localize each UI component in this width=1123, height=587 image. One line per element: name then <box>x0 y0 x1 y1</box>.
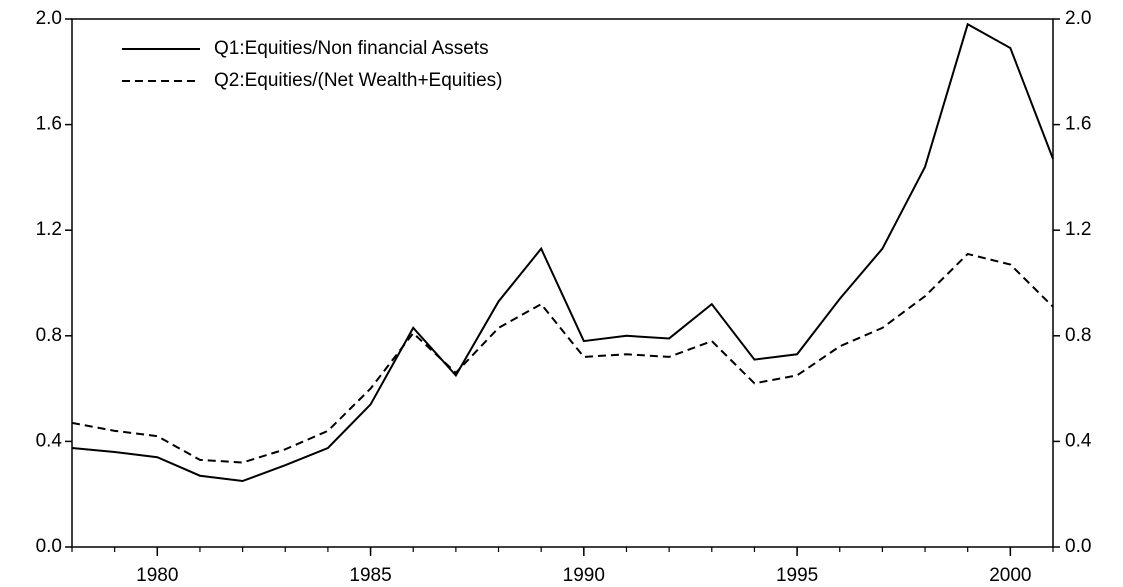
x-tick-label: 1980 <box>136 565 178 586</box>
legend-label: Q1:Equities/Non financial Assets <box>214 38 489 59</box>
series-line <box>71 252 1054 464</box>
legend-label: Q2:Equities/(Net Wealth+Equities) <box>214 70 502 91</box>
y2-tick-label: 0.0 <box>1065 536 1091 557</box>
y-tick-label: 0.4 <box>36 430 63 451</box>
y-tick-label: 1.2 <box>36 219 62 240</box>
y-tick-label: 1.6 <box>36 114 62 135</box>
y-tick-label: 2.0 <box>36 8 62 29</box>
x-tick-label: 2000 <box>989 565 1031 586</box>
x-tick-label: 1990 <box>563 565 605 586</box>
y2-tick-label: 0.8 <box>1065 325 1091 346</box>
y2-tick-label: 1.6 <box>1065 114 1091 135</box>
x-tick-label: 1995 <box>776 565 818 586</box>
y2-tick-label: 1.2 <box>1065 219 1091 240</box>
y-tick-label: 0.0 <box>36 536 62 557</box>
y-tick-label: 0.8 <box>36 325 62 346</box>
plot-frame <box>71 18 1054 548</box>
series-line <box>71 22 1054 483</box>
x-tick-label: 1985 <box>349 565 391 586</box>
y2-tick-label: 0.4 <box>1065 430 1092 451</box>
y2-tick-label: 2.0 <box>1065 8 1091 29</box>
